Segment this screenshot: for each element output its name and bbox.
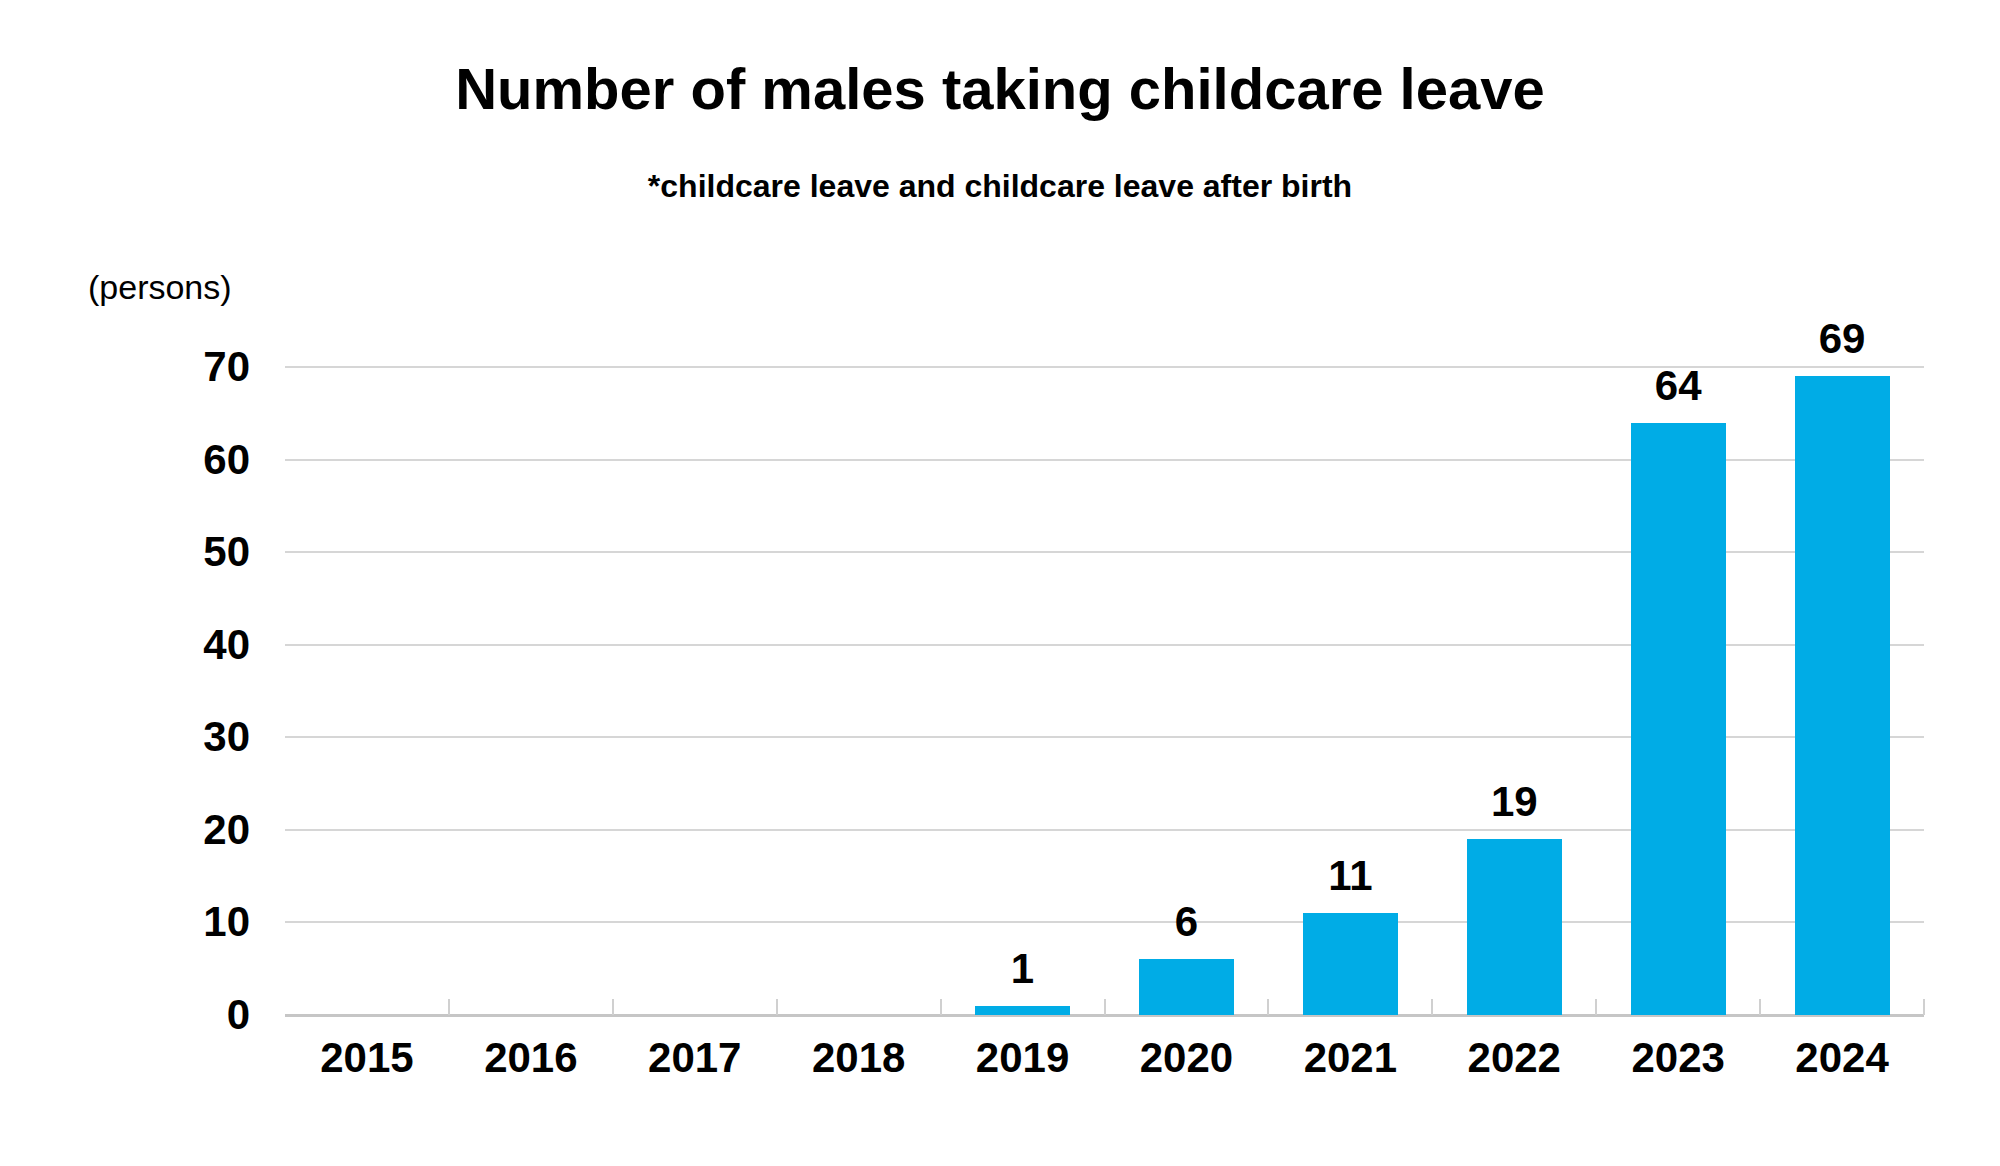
bar-2020 [1139,959,1234,1015]
y-axis-tick-label: 30 [130,716,250,758]
chart-title: Number of males taking childcare leave [0,55,2000,122]
x-axis-label-2015: 2015 [277,1037,457,1079]
x-axis-label-2016: 2016 [441,1037,621,1079]
bar-value-label-2023: 64 [1603,365,1753,407]
bar-value-label-2021: 11 [1275,855,1425,897]
bar-value-label-2020: 6 [1111,901,1261,943]
y-axis-unit-label: (persons) [88,268,232,307]
x-axis-label-2017: 2017 [605,1037,785,1079]
bar-value-label-2019: 1 [948,948,1098,990]
y-axis-tick-label: 40 [130,624,250,666]
bar-2023 [1631,423,1726,1015]
x-axis-tick-mark [1104,999,1106,1015]
x-axis-label-2019: 2019 [933,1037,1113,1079]
x-axis-tick-mark [612,999,614,1015]
x-axis-tick-mark [1267,999,1269,1015]
x-axis-tick-mark [1759,999,1761,1015]
bar-2021 [1303,913,1398,1015]
x-axis-label-2022: 2022 [1424,1037,1604,1079]
x-axis-label-2023: 2023 [1588,1037,1768,1079]
x-axis-label-2020: 2020 [1096,1037,1276,1079]
y-axis-tick-label: 0 [130,994,250,1036]
x-axis-label-2021: 2021 [1260,1037,1440,1079]
chart-canvas: Number of males taking childcare leave *… [0,0,2000,1166]
x-axis-tick-mark [940,999,942,1015]
bar-value-label-2024: 69 [1767,318,1917,360]
chart-subtitle: *childcare leave and childcare leave aft… [0,168,2000,205]
bar-2024 [1795,376,1890,1015]
x-axis-tick-mark [1431,999,1433,1015]
y-axis-tick-label: 60 [130,439,250,481]
x-axis-tick-mark [1923,999,1925,1015]
y-axis-tick-label: 50 [130,531,250,573]
x-axis-tick-mark [776,999,778,1015]
y-axis-tick-label: 10 [130,901,250,943]
bar-2022 [1467,839,1562,1015]
x-axis-label-2024: 2024 [1752,1037,1932,1079]
bar-value-label-2022: 19 [1439,781,1589,823]
x-axis-tick-mark [448,999,450,1015]
y-axis-tick-label: 20 [130,809,250,851]
bar-2019 [975,1006,1070,1015]
x-axis-tick-mark [1595,999,1597,1015]
y-axis-tick-label: 70 [130,346,250,388]
x-axis-label-2018: 2018 [769,1037,949,1079]
